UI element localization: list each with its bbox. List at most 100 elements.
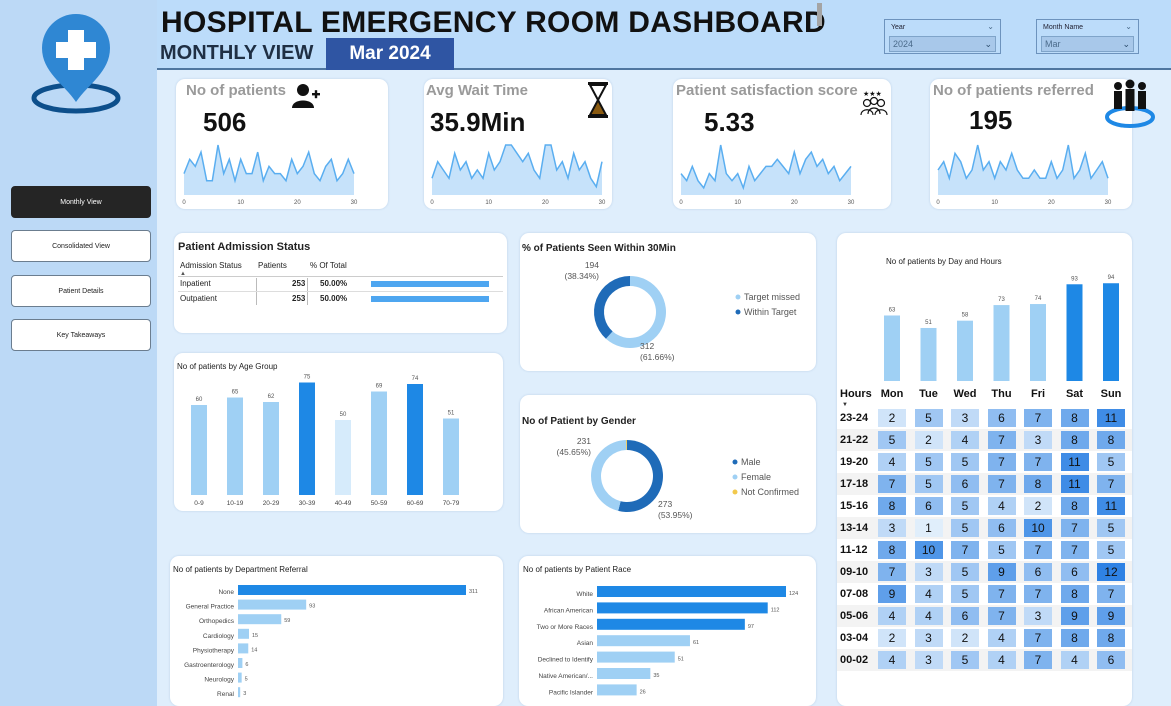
heatmap-cell[interactable]: 7: [987, 585, 1016, 603]
heatmap-cell[interactable]: 2: [914, 431, 943, 449]
bar[interactable]: [227, 397, 243, 496]
heatmap-cell[interactable]: 4: [914, 585, 943, 603]
bar[interactable]: [191, 405, 207, 495]
heatmap-cell[interactable]: 11: [1060, 475, 1089, 493]
sort-caret-icon[interactable]: ▲: [180, 271, 186, 277]
heatmap-cell[interactable]: 7: [951, 541, 979, 559]
heatmap-cell[interactable]: 2: [951, 629, 979, 647]
heatmap-cell[interactable]: 5: [951, 497, 979, 515]
heatmap-cell[interactable]: 8: [1060, 409, 1089, 427]
heatmap-cell[interactable]: 7: [1097, 475, 1125, 493]
heatmap-cell[interactable]: 8: [1097, 431, 1125, 449]
bar[interactable]: [957, 320, 973, 381]
bar[interactable]: [1103, 283, 1119, 381]
heatmap-cell[interactable]: 7: [987, 607, 1016, 625]
bar[interactable]: [597, 668, 651, 679]
heatmap-cell[interactable]: 7: [1060, 541, 1089, 559]
donut-slice[interactable]: [618, 440, 663, 512]
heatmap-cell[interactable]: 4: [878, 651, 906, 669]
heatmap-cell[interactable]: 7: [987, 453, 1016, 471]
bar[interactable]: [238, 672, 242, 683]
donut-slice[interactable]: [594, 276, 630, 339]
heatmap-cell[interactable]: 7: [1097, 585, 1125, 603]
heatmap-cell[interactable]: 5: [1097, 519, 1125, 537]
bar[interactable]: [920, 327, 937, 381]
heatmap-cell[interactable]: 7: [1024, 651, 1052, 669]
year-slicer[interactable]: Year ⌄ 2024 ⌄: [884, 19, 1001, 54]
heatmap-cell[interactable]: 2: [878, 409, 906, 427]
bar[interactable]: [238, 628, 249, 639]
heatmap-cell[interactable]: 8: [1097, 629, 1125, 647]
heatmap-cell[interactable]: 7: [1024, 453, 1052, 471]
heatmap-cell[interactable]: 5: [951, 651, 979, 669]
legend-label[interactable]: Male: [741, 457, 761, 467]
bar[interactable]: [371, 391, 387, 496]
heatmap-cell[interactable]: 11: [1060, 453, 1089, 471]
heatmap-cell[interactable]: 4: [987, 651, 1016, 669]
heatmap-cell[interactable]: 3: [914, 651, 943, 669]
bar[interactable]: [597, 618, 745, 630]
year-select[interactable]: 2024 ⌄: [889, 36, 996, 52]
heatmap-cell[interactable]: 3: [914, 563, 943, 581]
heatmap-cell[interactable]: 3: [1024, 607, 1052, 625]
bar[interactable]: [597, 684, 637, 696]
heatmap-cell[interactable]: 7: [987, 431, 1016, 449]
heatmap-cell[interactable]: 6: [951, 607, 979, 625]
heatmap-cell[interactable]: 7: [987, 475, 1016, 493]
nav-consolidated-view-button[interactable]: Consolidated View: [11, 230, 151, 262]
heatmap-cell[interactable]: 4: [1060, 651, 1089, 669]
bar[interactable]: [597, 635, 690, 647]
heatmap-cell[interactable]: 7: [878, 475, 906, 493]
month-slicer[interactable]: Month Name ⌄ Mar ⌄: [1036, 19, 1139, 54]
heatmap-cell[interactable]: 6: [951, 475, 979, 493]
legend-label[interactable]: Target missed: [744, 292, 800, 302]
heatmap-cell[interactable]: 7: [878, 563, 906, 581]
heatmap-cell[interactable]: 4: [987, 629, 1016, 647]
bar[interactable]: [407, 384, 423, 495]
heatmap-cell[interactable]: 6: [1097, 651, 1125, 669]
nav-monthly-view-button[interactable]: Monthly View: [11, 186, 151, 218]
heatmap-cell[interactable]: 5: [951, 519, 979, 537]
heatmap-cell[interactable]: 11: [1097, 497, 1125, 515]
heatmap-cell[interactable]: 5: [1097, 453, 1125, 471]
heatmap-cell[interactable]: 5: [987, 541, 1016, 559]
bar[interactable]: [1030, 304, 1046, 381]
heatmap-cell[interactable]: 7: [1060, 519, 1089, 537]
heatmap-cell[interactable]: 5: [951, 585, 979, 603]
heatmap-cell[interactable]: 6: [1060, 563, 1089, 581]
bar[interactable]: [335, 420, 351, 495]
heatmap-cell[interactable]: 7: [1024, 409, 1052, 427]
heatmap-cell[interactable]: 5: [1097, 541, 1125, 559]
heatmap-cell[interactable]: 3: [951, 409, 979, 427]
heatmap-cell[interactable]: 3: [1024, 431, 1052, 449]
bar[interactable]: [238, 643, 249, 654]
donut-slice[interactable]: [605, 276, 666, 348]
heatmap-cell[interactable]: 7: [1024, 541, 1052, 559]
heatmap-cell[interactable]: 3: [914, 629, 943, 647]
heatmap-cell[interactable]: 4: [914, 607, 943, 625]
heatmap-cell[interactable]: 11: [1097, 409, 1125, 427]
heatmap-cell[interactable]: 6: [914, 497, 943, 515]
bar[interactable]: [597, 602, 768, 614]
nav-key-takeaways-button[interactable]: Key Takeaways: [11, 319, 151, 351]
bar[interactable]: [597, 651, 675, 663]
heatmap-cell[interactable]: 8: [1024, 475, 1052, 493]
heatmap-cell[interactable]: 8: [878, 541, 906, 559]
bar[interactable]: [263, 402, 279, 495]
bar[interactable]: [238, 599, 307, 610]
bar[interactable]: [884, 315, 900, 381]
bar[interactable]: [238, 585, 466, 595]
bar[interactable]: [1066, 284, 1083, 381]
heatmap-cell[interactable]: 9: [878, 585, 906, 603]
bar[interactable]: [238, 658, 243, 668]
legend-label[interactable]: Female: [741, 472, 771, 482]
heatmap-cell[interactable]: 8: [1060, 629, 1089, 647]
heatmap-cell[interactable]: 5: [951, 563, 979, 581]
bar[interactable]: [993, 305, 1010, 381]
heatmap-cell[interactable]: 9: [987, 563, 1016, 581]
heatmap-cell[interactable]: 5: [914, 453, 943, 471]
heatmap-cell[interactable]: 6: [987, 409, 1016, 427]
donut-slice[interactable]: [626, 440, 627, 451]
legend-label[interactable]: Not Confirmed: [741, 487, 799, 497]
heatmap-cell[interactable]: 1: [914, 519, 943, 537]
